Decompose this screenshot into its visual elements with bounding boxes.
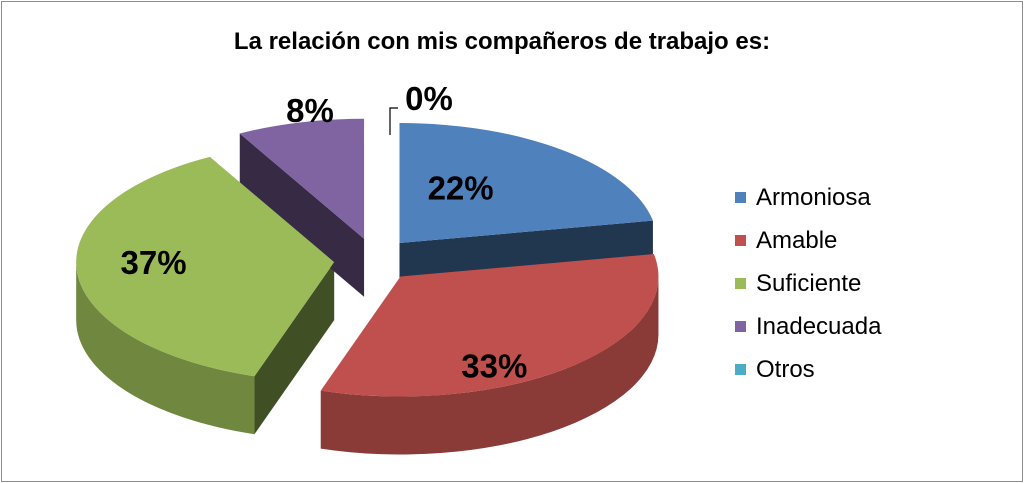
data-label-otros: 0% <box>405 80 453 117</box>
slice-side-suficiente <box>76 262 255 435</box>
data-label-inadecuada: 8% <box>286 92 334 129</box>
slice-edge-inadecuada <box>239 133 365 297</box>
chart-title: La relación con mis compañeros de trabaj… <box>233 28 771 55</box>
legend-item-suficiente: Suficiente <box>735 262 881 305</box>
legend: Armoniosa Amable Suficiente Inadecuada O… <box>735 176 881 391</box>
legend-label: Amable <box>756 226 838 254</box>
leader-line-otros <box>389 107 398 135</box>
data-label-armoniosa: 22% <box>428 170 494 207</box>
legend-swatch <box>735 321 746 332</box>
legend-label: Inadecuada <box>756 312 882 340</box>
legend-label: Otros <box>756 355 815 383</box>
legend-label: Armoniosa <box>756 183 871 211</box>
slice-armoniosa <box>399 123 653 244</box>
slice-inadecuada <box>239 118 365 239</box>
slice-side-amable <box>320 276 659 455</box>
data-label-amable: 33% <box>461 347 527 384</box>
legend-item-otros: Otros <box>735 348 881 391</box>
pie-labels: 22% 33% 37% 8% 0% <box>121 80 528 384</box>
legend-swatch <box>735 278 746 289</box>
legend-item-inadecuada: Inadecuada <box>735 305 881 348</box>
legend-label: Suficiente <box>756 269 862 297</box>
data-label-suficiente: 37% <box>121 244 187 281</box>
slice-suficiente <box>76 156 335 377</box>
legend-swatch <box>735 192 746 203</box>
slice-edge-suficiente <box>254 262 335 435</box>
legend-item-amable: Amable <box>735 219 881 262</box>
legend-item-armoniosa: Armoniosa <box>735 176 881 219</box>
slice-amable <box>320 254 659 397</box>
legend-swatch <box>735 235 746 246</box>
legend-swatch <box>735 364 746 375</box>
pie-tops <box>76 118 659 397</box>
